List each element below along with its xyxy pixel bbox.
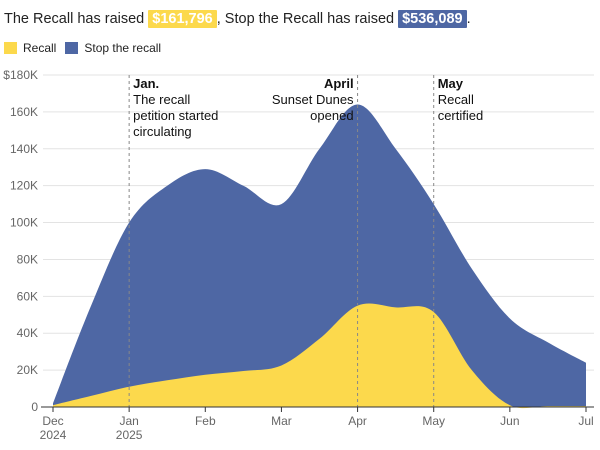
annotation-title-may: May [438,76,464,91]
x-tick-label-jul: Jul [578,414,593,428]
chart-legend: Recall Stop the recall [4,41,170,55]
axes: 020K40K60K80K100K120K140K160K$180KDec202… [3,68,594,442]
annotation-text-jan-2: petition started [133,108,218,123]
x-tick-label-jan: Jan [119,414,138,428]
x-tick-label-apr: Apr [348,414,367,428]
chart-headline: The Recall has raised $161,796, Stop the… [4,10,471,28]
y-tick-label-140000: 140K [10,142,38,156]
annotation-text-may-2: certified [438,108,484,123]
y-tick-label-80000: 80K [17,252,38,266]
headline-text-1: The Recall has raised [4,11,149,27]
x-tick-sublabel-jan: 2025 [116,428,143,442]
headline-text-3: . [466,11,471,27]
series-areas [53,104,586,409]
legend-swatch-recall [4,42,17,54]
y-tick-label-20000: 20K [17,363,38,377]
legend-item-recall[interactable]: Recall [4,41,56,55]
area-recall [53,303,586,409]
y-tick-label-180000: $180K [3,68,38,82]
x-tick-label-dec: Dec [42,414,63,428]
headline-text-2: , Stop the Recall has raised [216,11,399,27]
y-tick-label-120000: 120K [10,179,38,193]
annotation-lines [128,75,435,407]
x-tick-label-mar: Mar [271,414,292,428]
annotation-title-jan: Jan. [133,76,159,91]
area-stop-the-recall [53,104,586,407]
x-tick-label-jun: Jun [500,414,519,428]
annotation-text-april-1: Sunset Dunes [272,92,354,107]
legend-label-recall: Recall [23,41,57,55]
stop-amount-badge: $536,089 [398,10,467,28]
annotation-text-jan-1: The recall [133,92,190,107]
legend-item-stop-the-recall[interactable]: Stop the recall [65,41,161,55]
recall-amount-badge: $161,796 [148,10,217,28]
legend-swatch-stop-the-recall [65,42,79,54]
y-tick-label-40000: 40K [17,326,38,340]
annotation-text-april-2: opened [310,108,353,123]
x-tick-label-feb: Feb [195,414,216,428]
x-tick-sublabel-dec: 2024 [40,428,67,442]
x-tick-label-may: May [422,414,445,428]
annotation-title-april: April [324,76,354,91]
annotation-text-may-1: Recall [438,92,474,107]
legend-label-stop-the-recall: Stop the recall [84,41,162,55]
annotation-text-jan-3: circulating [133,124,192,139]
y-tick-label-100000: 100K [10,216,38,230]
y-tick-label-160000: 160K [10,105,38,119]
y-tick-label-60000: 60K [17,289,38,303]
y-tick-label-0: 0 [31,400,38,414]
